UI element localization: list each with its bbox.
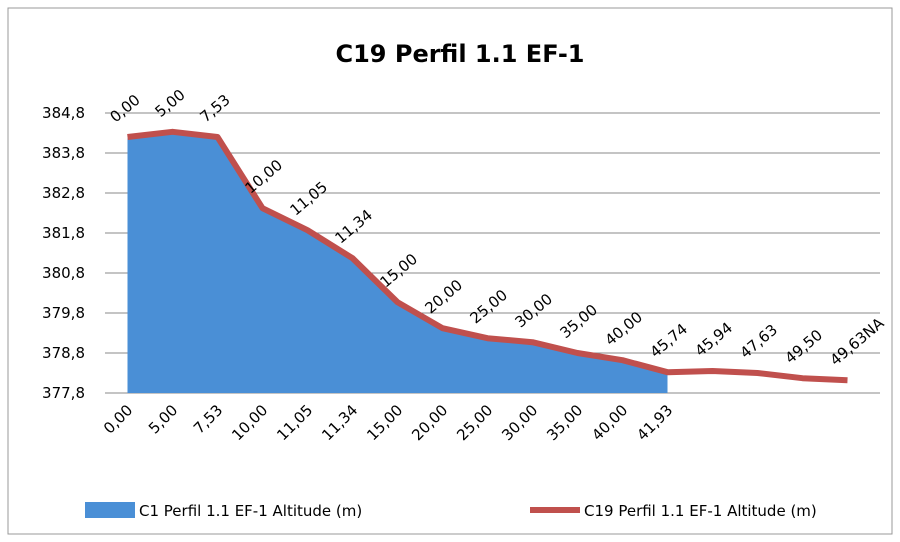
y-tick-label: 377,8 [42,384,85,402]
y-tick-label: 379,8 [42,304,85,322]
legend-label: C19 Perfil 1.1 EF-1 Altitude (m) [584,502,817,520]
y-tick-label: 383,8 [42,144,85,162]
line [127,128,848,384]
legend-label: C1 Perfil 1.1 EF-1 Altitude (m) [139,502,362,520]
y-tick-label: 378,8 [42,344,85,362]
y-tick-label: 381,8 [42,224,85,242]
chart-title: C19 Perfil 1.1 EF-1 [335,40,584,68]
y-tick-label: 384,8 [42,104,85,122]
y-tick-label: 380,8 [42,264,85,282]
legend-swatch [85,502,135,518]
y-tick-label: 382,8 [42,184,85,202]
area [127,133,668,393]
